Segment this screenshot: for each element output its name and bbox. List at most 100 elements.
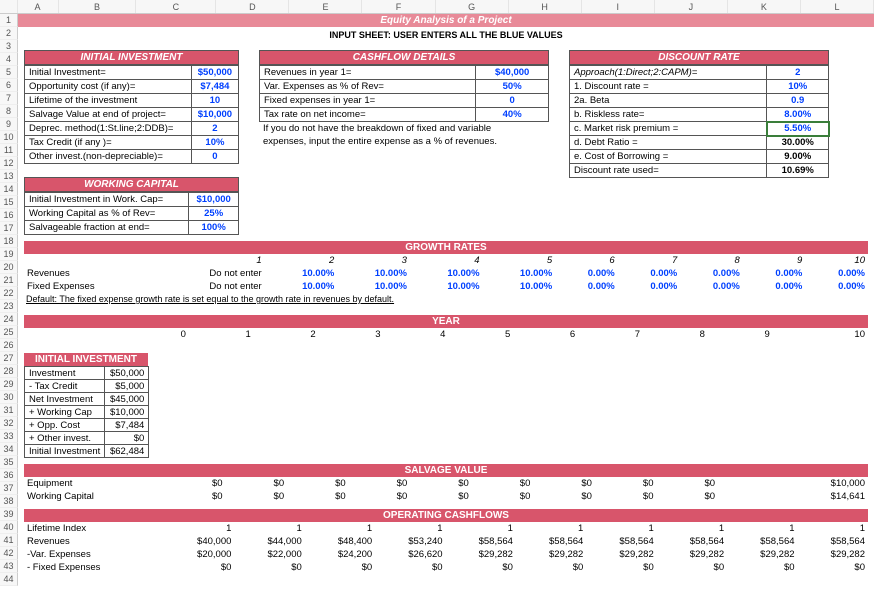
data-cell[interactable]: $0 bbox=[446, 561, 516, 574]
invcalc-value[interactable]: $62,484 bbox=[105, 445, 149, 458]
data-cell[interactable]: $0 bbox=[533, 477, 595, 490]
data-cell[interactable]: $58,564 bbox=[798, 535, 868, 548]
row-header-29[interactable]: 29 bbox=[0, 378, 18, 391]
data-cell[interactable]: $48,400 bbox=[305, 535, 375, 548]
row-header-17[interactable]: 17 bbox=[0, 222, 18, 235]
kv-value[interactable]: 10% bbox=[767, 80, 829, 94]
row-header-6[interactable]: 6 bbox=[0, 79, 18, 92]
row-header-23[interactable]: 23 bbox=[0, 300, 18, 313]
invcalc-value[interactable]: $5,000 bbox=[105, 380, 149, 393]
growth-cell[interactable]: 0.00% bbox=[680, 280, 743, 293]
kv-value[interactable]: $50,000 bbox=[191, 66, 238, 80]
data-cell[interactable]: $0 bbox=[164, 561, 234, 574]
kv-value[interactable]: 0.9 bbox=[767, 94, 829, 108]
growth-cell[interactable]: 10.00% bbox=[483, 280, 556, 293]
growth-cell[interactable]: 0.00% bbox=[805, 280, 868, 293]
data-cell[interactable]: 1 bbox=[234, 522, 304, 535]
row-header-20[interactable]: 20 bbox=[0, 261, 18, 274]
row-header-25[interactable]: 25 bbox=[0, 326, 18, 339]
row-header-7[interactable]: 7 bbox=[0, 92, 18, 105]
column-header-F[interactable]: F bbox=[362, 0, 435, 13]
row-header-39[interactable]: 39 bbox=[0, 508, 18, 521]
kv-value[interactable]: 9.00% bbox=[767, 150, 829, 164]
kv-value[interactable]: $40,000 bbox=[476, 66, 549, 80]
data-cell[interactable]: $53,240 bbox=[375, 535, 445, 548]
kv-value[interactable]: 5.50% bbox=[767, 122, 829, 136]
row-header-37[interactable]: 37 bbox=[0, 482, 18, 495]
data-cell[interactable]: $0 bbox=[657, 490, 719, 503]
row-header-38[interactable]: 38 bbox=[0, 495, 18, 508]
kv-value[interactable]: $10,000 bbox=[191, 108, 238, 122]
growth-cell[interactable]: 0.00% bbox=[743, 280, 806, 293]
row-header-18[interactable]: 18 bbox=[0, 235, 18, 248]
kv-value[interactable]: 10.69% bbox=[767, 164, 829, 178]
growth-cell[interactable]: Do not enter bbox=[154, 267, 265, 280]
row-header-19[interactable]: 19 bbox=[0, 248, 18, 261]
column-header-C[interactable]: C bbox=[136, 0, 216, 13]
row-header-42[interactable]: 42 bbox=[0, 547, 18, 560]
kv-value[interactable]: 0 bbox=[476, 94, 549, 108]
kv-value[interactable]: 2 bbox=[767, 66, 829, 80]
kv-value[interactable]: 8.00% bbox=[767, 108, 829, 122]
invcalc-value[interactable]: $7,484 bbox=[105, 419, 149, 432]
row-header-4[interactable]: 4 bbox=[0, 53, 18, 66]
data-cell[interactable]: $29,282 bbox=[798, 548, 868, 561]
data-cell[interactable]: $0 bbox=[595, 477, 657, 490]
column-header-I[interactable]: I bbox=[582, 0, 655, 13]
growth-cell[interactable]: 0.00% bbox=[555, 280, 618, 293]
data-cell[interactable]: $29,282 bbox=[727, 548, 797, 561]
data-cell[interactable]: $0 bbox=[349, 490, 411, 503]
growth-cell[interactable]: 10.00% bbox=[337, 267, 410, 280]
data-cell[interactable]: $0 bbox=[234, 561, 304, 574]
row-header-5[interactable]: 5 bbox=[0, 66, 18, 79]
kv-value[interactable]: 10% bbox=[191, 136, 238, 150]
row-header-44[interactable]: 44 bbox=[0, 573, 18, 586]
growth-cell[interactable]: 0.00% bbox=[680, 267, 743, 280]
row-header-11[interactable]: 11 bbox=[0, 144, 18, 157]
column-header-J[interactable]: J bbox=[655, 0, 728, 13]
growth-cell[interactable]: 10.00% bbox=[337, 280, 410, 293]
data-cell[interactable]: $0 bbox=[595, 490, 657, 503]
column-header-E[interactable]: E bbox=[289, 0, 362, 13]
row-header-31[interactable]: 31 bbox=[0, 404, 18, 417]
data-cell[interactable]: $29,282 bbox=[657, 548, 727, 561]
data-cell[interactable]: $26,620 bbox=[375, 548, 445, 561]
kv-value[interactable]: 40% bbox=[476, 108, 549, 122]
data-cell[interactable]: 1 bbox=[446, 522, 516, 535]
row-header-33[interactable]: 33 bbox=[0, 430, 18, 443]
growth-cell[interactable]: 10.00% bbox=[410, 280, 483, 293]
kv-value[interactable]: $10,000 bbox=[189, 193, 239, 207]
column-header-K[interactable]: K bbox=[728, 0, 801, 13]
data-cell[interactable]: 1 bbox=[586, 522, 656, 535]
data-cell[interactable]: 1 bbox=[375, 522, 445, 535]
row-header-13[interactable]: 13 bbox=[0, 170, 18, 183]
row-header-27[interactable]: 27 bbox=[0, 352, 18, 365]
row-header-15[interactable]: 15 bbox=[0, 196, 18, 209]
column-header-A[interactable]: A bbox=[18, 0, 59, 13]
column-header-H[interactable]: H bbox=[509, 0, 582, 13]
row-header-40[interactable]: 40 bbox=[0, 521, 18, 534]
column-header-D[interactable]: D bbox=[216, 0, 289, 13]
row-header-28[interactable]: 28 bbox=[0, 365, 18, 378]
growth-cell[interactable]: 10.00% bbox=[410, 267, 483, 280]
row-header-32[interactable]: 32 bbox=[0, 417, 18, 430]
data-cell[interactable]: $0 bbox=[375, 561, 445, 574]
data-cell[interactable]: $22,000 bbox=[234, 548, 304, 561]
data-cell[interactable]: $0 bbox=[305, 561, 375, 574]
row-header-3[interactable]: 3 bbox=[0, 40, 18, 53]
growth-cell[interactable]: 0.00% bbox=[555, 267, 618, 280]
kv-value[interactable]: 0 bbox=[191, 150, 238, 164]
data-cell[interactable]: $0 bbox=[657, 561, 727, 574]
invcalc-value[interactable]: $45,000 bbox=[105, 393, 149, 406]
row-header-9[interactable]: 9 bbox=[0, 118, 18, 131]
growth-cell[interactable]: Do not enter bbox=[154, 280, 265, 293]
invcalc-value[interactable]: $0 bbox=[105, 432, 149, 445]
growth-cell[interactable]: 10.00% bbox=[265, 280, 338, 293]
row-header-26[interactable]: 26 bbox=[0, 339, 18, 352]
column-header-G[interactable]: G bbox=[436, 0, 509, 13]
row-header-35[interactable]: 35 bbox=[0, 456, 18, 469]
kv-value[interactable]: 100% bbox=[189, 221, 239, 235]
data-cell[interactable]: 1 bbox=[164, 522, 234, 535]
data-cell[interactable]: $0 bbox=[287, 477, 349, 490]
data-cell[interactable]: $0 bbox=[516, 561, 586, 574]
